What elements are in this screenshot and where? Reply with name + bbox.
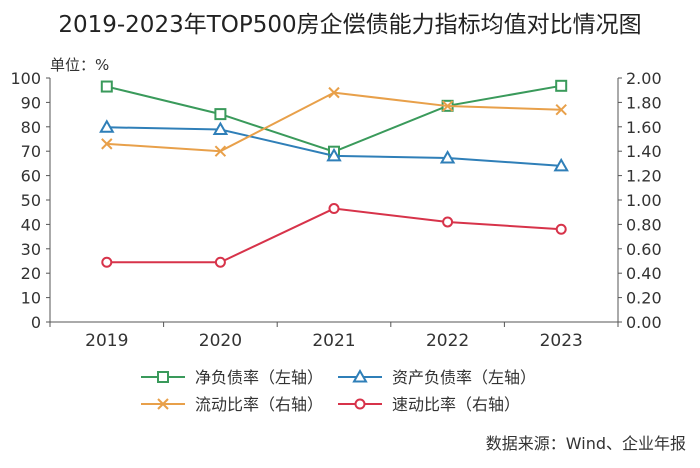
legend-item: 流动比率（右轴）	[141, 395, 323, 414]
legend-item: 速动比率（右轴）	[338, 395, 520, 414]
y-left-tick-label: 20	[21, 264, 41, 283]
y-right-tick-label: 0.40	[626, 264, 662, 283]
y-right-tick-label: 0.80	[626, 215, 662, 234]
y-right-tick-label: 1.40	[626, 142, 662, 161]
y-right-tick-label: 2.00	[626, 69, 662, 88]
y-right-tick-label: 1.60	[626, 118, 662, 137]
legend-label: 流动比率（右轴）	[195, 395, 323, 414]
series-group	[99, 79, 569, 268]
y-right-tick-label: 1.20	[626, 167, 662, 186]
y-left-tick-label: 90	[21, 93, 41, 112]
data-point	[326, 147, 342, 162]
series-1	[99, 119, 569, 172]
y-left-tick-label: 10	[21, 289, 41, 308]
y-right-tick-label: 1.80	[626, 93, 662, 112]
data-point	[441, 100, 454, 112]
x-tick-label: 2020	[199, 331, 242, 351]
series-3	[101, 203, 567, 268]
series-line	[106, 84, 562, 153]
data-point	[214, 256, 226, 268]
data-point	[555, 104, 567, 116]
legend-label: 净负债率（左轴）	[195, 368, 323, 387]
data-point	[100, 80, 113, 93]
legend-marker	[157, 371, 169, 383]
legend-item: 净负债率（左轴）	[141, 368, 323, 387]
series-line	[106, 207, 562, 264]
y-left-tick-label: 0	[31, 313, 41, 332]
data-point	[101, 256, 113, 268]
data-point	[553, 157, 569, 172]
series-2	[101, 86, 567, 157]
data-point	[101, 138, 113, 150]
x-tick-label: 2022	[426, 331, 469, 351]
y-left-tick-label: 70	[21, 142, 41, 161]
legend-label: 速动比率（右轴）	[392, 395, 520, 414]
data-point	[212, 121, 229, 135]
chart-title: 2019-2023年TOP500房企偿债能力指标均值对比情况图	[58, 12, 641, 38]
y-left-tick-label: 100	[10, 69, 41, 88]
series-line	[106, 91, 562, 153]
legend-item: 资产负债率（左轴）	[338, 368, 536, 387]
data-point	[442, 216, 454, 228]
data-point	[439, 150, 456, 164]
legend-marker	[157, 398, 169, 410]
legend-label: 资产负债率（左轴）	[392, 368, 536, 387]
y-right-tick-label: 1.00	[626, 191, 662, 210]
data-point	[328, 86, 340, 99]
x-tick-label: 2023	[540, 331, 583, 351]
data-point	[214, 108, 227, 121]
legend: 净负债率（左轴） 资产负债率（左轴） 流动比率（右轴） 速动比率（右轴）	[141, 368, 536, 414]
data-point	[328, 203, 340, 215]
y-left-tick-label: 60	[21, 167, 41, 186]
y-left-tick-label: 30	[21, 240, 41, 259]
axes: 0 10 20 30 40 50 60 70 80 90 100 0.00 0.20 0.40 0.60 0.…	[10, 69, 661, 351]
x-tick-label: 2021	[312, 331, 355, 351]
data-point	[99, 119, 115, 133]
data-point	[555, 223, 567, 235]
legend-marker	[352, 368, 368, 383]
data-point	[555, 79, 568, 92]
x-tick-label: 2019	[85, 331, 128, 351]
y-left-tick-label: 80	[21, 118, 41, 137]
y-left-tick-label: 50	[21, 191, 41, 210]
y-right-tick-label: 0.60	[626, 240, 662, 259]
legend-marker	[354, 398, 366, 410]
unit-label: 单位：%	[50, 56, 109, 74]
y-right-tick-label: 0.00	[626, 313, 662, 332]
y-right-tick-label: 0.20	[626, 289, 662, 308]
y-left-tick-label: 40	[21, 215, 41, 234]
source-note: 数据来源：Wind、企业年报	[486, 434, 686, 453]
data-point	[214, 145, 227, 157]
